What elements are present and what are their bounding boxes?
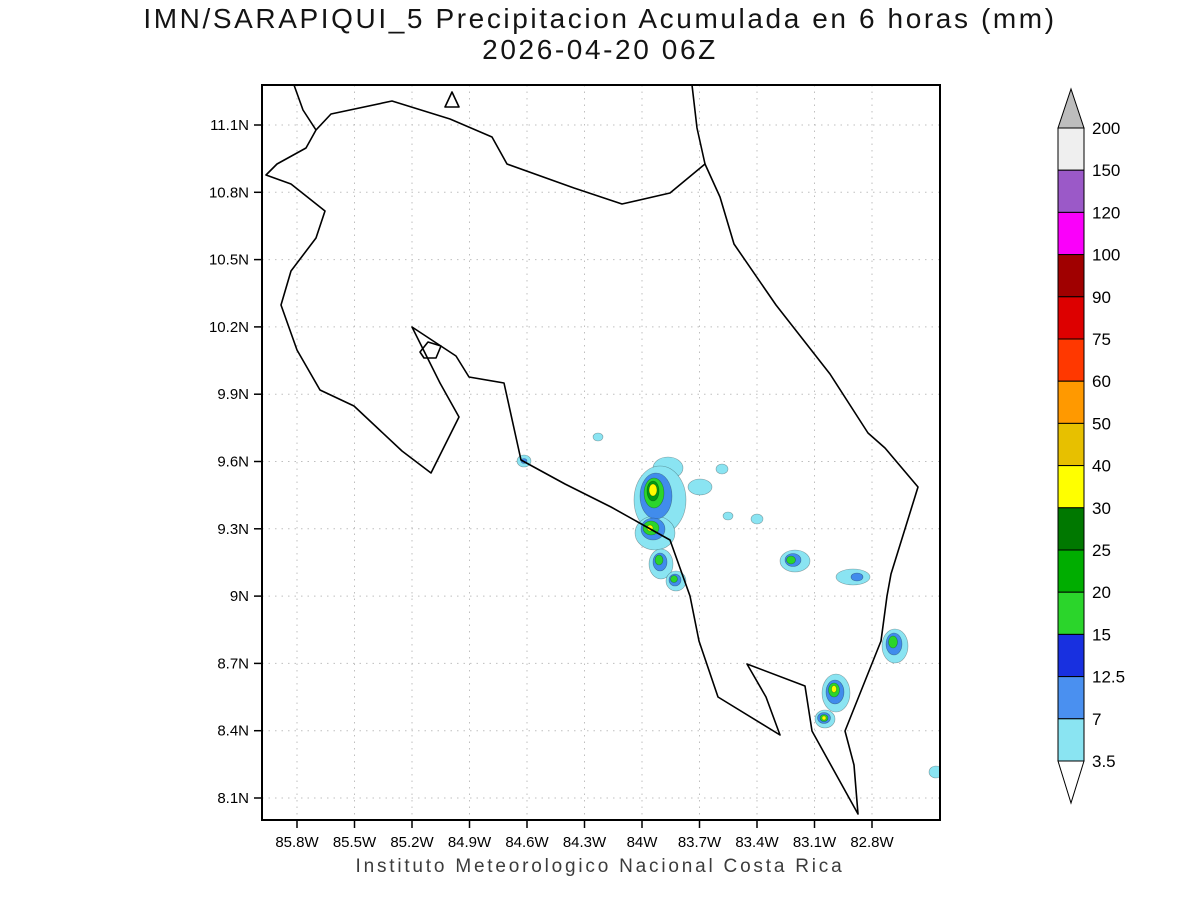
colorbar-cell xyxy=(1057,254,1085,298)
precip-cell xyxy=(821,715,827,721)
precip-cell xyxy=(928,765,940,779)
x-tick-label: 84.6W xyxy=(505,834,549,851)
colorbar-cell xyxy=(1057,465,1085,509)
colorbar-label: 15 xyxy=(1092,625,1111,644)
colorbar-label: 50 xyxy=(1092,414,1111,433)
precip-cell xyxy=(850,572,864,582)
colorbar-label: 20 xyxy=(1092,583,1111,602)
colorbar-cell xyxy=(1057,591,1085,635)
precip-cell xyxy=(715,463,729,475)
precip-cell xyxy=(687,478,713,496)
colorbar-above-arrow xyxy=(1057,87,1085,129)
x-tick-label: 85.2W xyxy=(390,834,434,851)
costa-rica-coastline xyxy=(265,85,919,815)
y-tick-label: 9.6N xyxy=(217,454,249,471)
precip-cell xyxy=(670,575,678,583)
precip-cell xyxy=(648,483,658,497)
precip-cell xyxy=(831,685,837,693)
axis-labels: 85.8W 85.5W 85.2W 84.9W 84.6W 84.3W 84W 83.7W 83… xyxy=(209,117,895,851)
y-tick-label: 10.2N xyxy=(209,319,249,336)
colorbar-label: 200 xyxy=(1092,119,1120,138)
y-tick-label: 10.8N xyxy=(209,184,249,201)
y-tick-label: 9.9N xyxy=(217,386,249,403)
colorbar-cell xyxy=(1057,422,1085,467)
colorbar-label: 3.5 xyxy=(1092,752,1116,771)
precip-cell xyxy=(750,513,764,525)
colorbar-cell xyxy=(1057,507,1085,551)
precip-overlay xyxy=(516,432,940,779)
x-tick-label: 84.9W xyxy=(448,834,492,851)
colorbar-label: 120 xyxy=(1092,203,1120,222)
precip-cell xyxy=(888,635,898,649)
grid-lines xyxy=(262,85,940,820)
x-tick-label: 83.7W xyxy=(678,834,722,851)
y-tick-label: 9N xyxy=(230,588,249,605)
colorbar-label: 90 xyxy=(1092,288,1111,307)
colorbar-cell xyxy=(1057,380,1085,424)
colorbar-cell xyxy=(1057,338,1085,382)
colorbar-cell xyxy=(1057,296,1085,340)
colorbar-label: 100 xyxy=(1092,246,1120,265)
precip-cell xyxy=(722,511,734,521)
y-tick-label: 8.7N xyxy=(217,655,249,672)
colorbar-below-arrow xyxy=(1057,760,1085,805)
colorbar-label: 150 xyxy=(1092,161,1120,180)
colorbar-cell xyxy=(1057,127,1085,171)
colorbar-label: 30 xyxy=(1092,499,1111,518)
x-tick-label: 85.8W xyxy=(275,834,319,851)
precip-cell xyxy=(592,432,604,442)
x-tick-label: 84W xyxy=(627,834,659,851)
colorbar-cell xyxy=(1057,549,1085,593)
precip-cell xyxy=(786,555,796,565)
y-tick-label: 10.5N xyxy=(209,252,249,269)
x-tick-label: 83.1W xyxy=(793,834,837,851)
y-tick-label: 8.1N xyxy=(217,790,249,807)
colorbar-label: 25 xyxy=(1092,541,1111,560)
colorbar-label: 7 xyxy=(1092,710,1101,729)
colorbar-cell xyxy=(1057,169,1085,213)
chart-caption: Instituto Meteorologico Nacional Costa R… xyxy=(355,856,845,877)
precip-cell xyxy=(654,554,664,566)
colorbar-cell xyxy=(1057,633,1085,678)
chart-title: IMN/SARAPIQUI_5 Precipitacion Acumulada … xyxy=(143,3,1057,34)
colorbar-cell xyxy=(1057,211,1085,256)
colorbar-label: 60 xyxy=(1092,372,1111,391)
colorbar: 200 150 120 100 90 75 60 50 40 30 25 20 15 12.5 7 3.5 xyxy=(1057,87,1125,805)
x-tick-label: 85.5W xyxy=(333,834,377,851)
y-tick-label: 11.1N xyxy=(210,117,249,134)
x-tick-label: 83.4W xyxy=(735,834,779,851)
colorbar-label: 40 xyxy=(1092,457,1111,476)
colorbar-cell xyxy=(1057,676,1085,720)
colorbar-label: 12.5 xyxy=(1092,668,1125,687)
y-tick-label: 9.3N xyxy=(217,521,249,538)
axis-ticks xyxy=(254,124,873,828)
plot-frame xyxy=(261,84,941,821)
x-tick-label: 82.8W xyxy=(850,834,894,851)
y-tick-label: 8.4N xyxy=(217,723,249,740)
x-tick-label: 84.3W xyxy=(563,834,607,851)
colorbar-label: 75 xyxy=(1092,330,1111,349)
colorbar-cell xyxy=(1057,718,1085,762)
chart-subtitle: 2026-04-20 06Z xyxy=(482,34,718,65)
